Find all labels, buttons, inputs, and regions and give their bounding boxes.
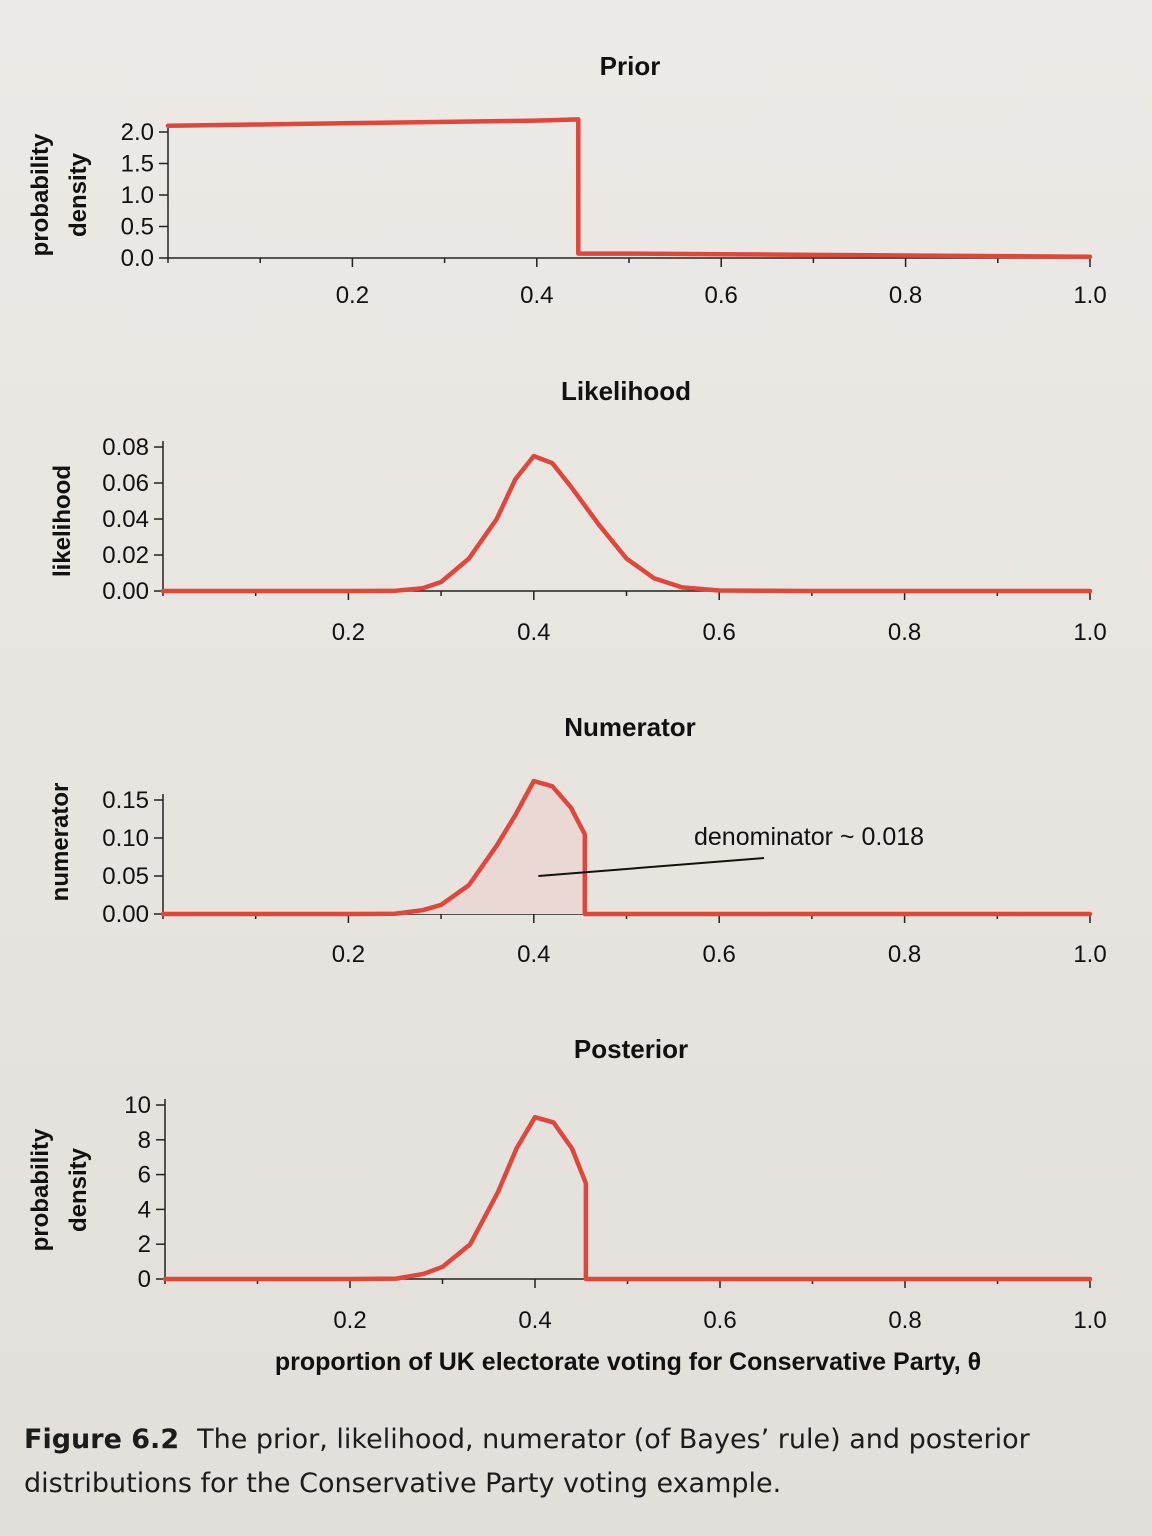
x-tick-label: 1.0 [1073,1307,1106,1334]
y-axis-label: density [65,152,92,237]
caption-text: The prior, likelihood, numerator (of Bay… [24,1424,1030,1499]
panel-posterior: Posterior probability density 0 2 4 6 8 10 0.2 0.4… [27,1034,1107,1376]
x-tick-label: 0.2 [333,1307,366,1334]
x-tick-label: 0.8 [888,1307,921,1334]
y-axis-label: probability [27,133,54,256]
y-tick-label: 8 [138,1127,151,1154]
x-tick-label: 0.6 [703,941,736,968]
x-tick-label: 0.2 [332,619,365,646]
x-tick-label: 0.6 [703,619,736,646]
y-tick-label: 0.5 [121,214,154,241]
y-tick-label: 6 [138,1162,151,1189]
x-tick-label: 0.8 [888,941,921,968]
x-tick-label: 0.6 [703,1307,736,1334]
y-tick-label: 0.10 [102,825,149,852]
x-tick-label: 0.2 [332,941,365,968]
y-axis-label: probability [27,1128,54,1251]
panel-numerator: Numerator numerator 0.00 0.05 0.10 0.15 0.2 0.4… [47,712,1107,968]
y-tick-label: 0.02 [102,542,149,569]
x-axis-label: proportion of UK electorate voting for C… [275,1348,981,1376]
annotation-pointer [538,857,765,877]
panel-title: Prior [600,51,661,81]
panel-prior: Prior probability density 0.0 0.5 1.0 1.5 2.0 0.… [27,51,1107,309]
series-line [160,453,1093,594]
y-tick-label: 0.00 [102,578,149,605]
y-tick-label: 1.5 [121,151,154,178]
y-axis-label: density [65,1147,92,1232]
x-tick-label: 0.8 [888,619,921,646]
y-tick-label: 0.05 [102,863,149,890]
y-tick-label: 0.00 [102,901,149,928]
denominator-annotation: denominator ~ 0.018 [694,823,924,851]
x-tick-label: 1.0 [1073,619,1106,646]
y-tick-label: 1.0 [121,182,154,209]
panel-title: Posterior [574,1034,688,1064]
y-tick-label: 0.15 [102,787,149,814]
x-tick-label: 0.4 [520,282,553,309]
y-tick-label: 0.04 [102,506,149,533]
y-tick-label: 2.0 [121,119,154,146]
y-tick-label: 0.0 [121,245,154,272]
series-line [162,1114,1093,1282]
figure-number: Figure 6.2 [24,1424,180,1455]
numerator-area [163,781,1090,914]
figure-caption: Figure 6.2 The prior, likelihood, numerat… [24,1418,1134,1506]
x-tick-label: 0.8 [889,282,922,309]
series-line [165,117,1093,259]
y-tick-label: 10 [124,1092,151,1119]
x-tick-label: 0.4 [518,1307,551,1334]
x-tick-label: 0.6 [705,282,738,309]
bayes-figure: Prior probability density 0.0 0.5 1.0 1.5 2.0 0.… [27,51,1107,1376]
x-tick-label: 0.2 [336,282,369,309]
x-tick-label: 0.4 [517,619,550,646]
panel-title: Numerator [564,712,695,742]
y-axis-label: numerator [47,783,74,902]
panel-title: Likelihood [561,376,691,406]
y-tick-label: 2 [138,1231,151,1258]
panel-likelihood: Likelihood likelihood 0.00 0.02 0.04 0.06 0.08… [49,376,1107,646]
y-tick-label: 0.08 [102,434,149,461]
x-tick-label: 1.0 [1073,941,1106,968]
x-tick-label: 0.4 [517,941,550,968]
x-tick-label: 1.0 [1073,282,1106,309]
y-tick-label: 4 [138,1196,151,1223]
y-tick-label: 0.06 [102,470,149,497]
series-line [160,778,1093,917]
y-tick-label: 0 [138,1266,151,1293]
y-axis-label: likelihood [49,465,76,577]
